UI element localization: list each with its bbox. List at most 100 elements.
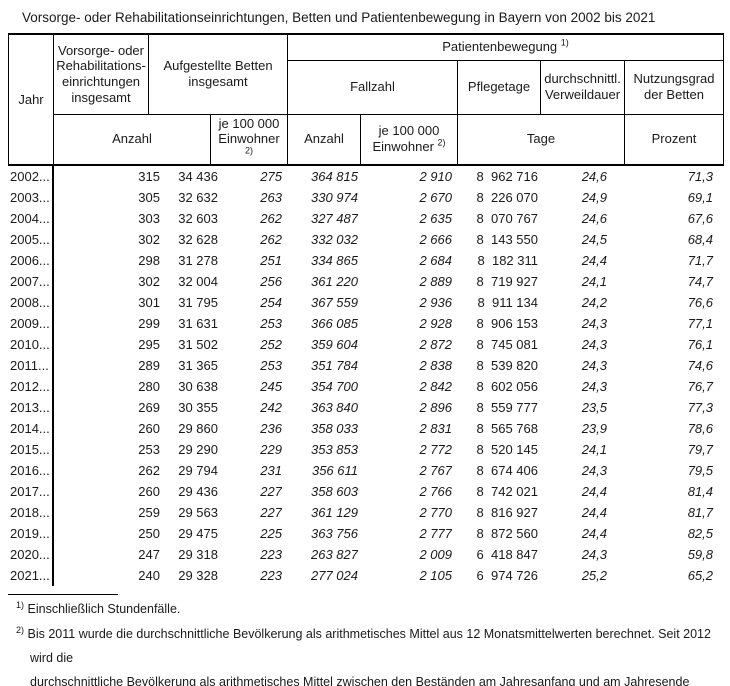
durchschnittliche-verweildauer: 25,2: [581, 568, 607, 584]
fallzahl-je-100000-einwohner: 2 770: [419, 505, 452, 521]
nutzungsgrad-der-betten: 78,6: [687, 421, 713, 437]
pflegetage: 8 742 021: [476, 484, 538, 500]
table-row: 2016... 262 29 794 231 356 611 2 767 8 674 406…: [8, 460, 723, 482]
einrichtungen-anzahl: 240: [138, 568, 160, 584]
nutzungsgrad-der-betten: 76,1: [687, 337, 713, 353]
nutzungsgrad-der-betten: 74,7: [687, 274, 713, 290]
fallzahl-je-100000-einwohner: 2 766: [419, 484, 452, 500]
jahr: 2009...: [8, 313, 54, 335]
betten-je-100000-einwohner: 252: [260, 337, 282, 353]
fallzahl-je-100000-einwohner: 2 889: [419, 274, 452, 290]
durchschnittliche-verweildauer: 24,3: [581, 316, 607, 332]
durchschnittliche-verweildauer: 23,5: [581, 400, 607, 416]
fallzahl-anzahl: 353 853: [311, 442, 358, 458]
nutzungsgrad-der-betten: 82,5: [687, 526, 713, 542]
subheader-tage: Tage: [457, 113, 626, 166]
jahr: 2011...: [8, 355, 54, 377]
col-header-fallzahl: Fallzahl: [287, 59, 459, 115]
durchschnittliche-verweildauer: 24,9: [581, 190, 607, 206]
betten-anzahl: 32 632: [178, 190, 218, 206]
einrichtungen-anzahl: 302: [138, 274, 160, 290]
nutzungsgrad-der-betten: 81,7: [687, 505, 713, 521]
fallzahl-je-100000-einwohner: 2 936: [419, 295, 452, 311]
betten-anzahl: 31 502: [178, 337, 218, 353]
footnote-separator: [8, 594, 118, 596]
betten-je-100000-einwohner: 227: [260, 484, 282, 500]
betten-anzahl: 29 475: [178, 526, 218, 542]
einrichtungen-anzahl: 303: [138, 211, 160, 227]
pflegetage: 8 182 311: [477, 253, 538, 269]
betten-je-100000-einwohner: 253: [260, 316, 282, 332]
fallzahl-je-100000-einwohner: 2 777: [419, 526, 452, 542]
betten-anzahl: 30 638: [178, 379, 218, 395]
jahr: 2019...: [8, 523, 54, 545]
fallzahl-anzahl: 356 611: [311, 463, 358, 479]
jahr: 2021...: [8, 565, 54, 587]
fallzahl-anzahl: 367 559: [311, 295, 358, 311]
col-header-jahr: Jahr: [8, 33, 54, 166]
durchschnittliche-verweildauer: 24,3: [581, 379, 607, 395]
subheader-anzahl-einrichtungen-betten: Anzahl: [53, 113, 211, 166]
betten-je-100000-einwohner: 275: [260, 169, 282, 185]
durchschnittliche-verweildauer: 24,1: [581, 274, 607, 290]
jahr: 2016...: [8, 460, 54, 482]
betten-anzahl: 29 318: [178, 547, 218, 563]
betten-anzahl: 31 278: [178, 253, 218, 269]
betten-je-100000-einwohner: 225: [260, 526, 282, 542]
pflegetage: 8 872 560: [476, 526, 538, 542]
durchschnittliche-verweildauer: 24,6: [581, 169, 607, 185]
betten-anzahl: 29 328: [178, 568, 218, 584]
jahr: 2007...: [8, 271, 54, 293]
table-row: 2004... 303 32 603 262 327 487 2 635 8 070 767…: [8, 208, 723, 230]
table-row: 2011... 289 31 365 253 351 784 2 838 8 539 820…: [8, 355, 723, 377]
nutzungsgrad-der-betten: 77,3: [687, 400, 713, 416]
einrichtungen-anzahl: 298: [138, 253, 160, 269]
jahr: 2004...: [8, 208, 54, 230]
fallzahl-anzahl: 358 603: [311, 484, 358, 500]
jahr: 2003...: [8, 187, 54, 209]
fallzahl-je-100000-einwohner: 2 666: [419, 232, 452, 248]
nutzungsgrad-der-betten: 59,8: [687, 547, 713, 563]
je-100000-line2: Einwohner: [218, 131, 280, 147]
betten-je-100000-einwohner: 223: [260, 568, 282, 584]
betten-anzahl: 32 628: [178, 232, 218, 248]
nutzungsgrad-der-betten: 76,6: [687, 295, 713, 311]
je-100000-line1: je 100 000: [218, 115, 280, 131]
durchschnittliche-verweildauer: 24,3: [581, 337, 607, 353]
table-row: 2009... 299 31 631 253 366 085 2 928 8 906 153…: [8, 313, 723, 335]
col-header-patientenbewegung: Patientenbewegung 1): [287, 33, 725, 61]
betten-je-100000-einwohner: 253: [260, 358, 282, 374]
durchschnittliche-verweildauer: 24,3: [581, 463, 607, 479]
betten-je-100000-einwohner: 227: [260, 505, 282, 521]
durchschnittliche-verweildauer: 24,1: [581, 442, 607, 458]
betten-anzahl: 31 795: [178, 295, 218, 311]
einrichtungen-anzahl: 305: [138, 190, 160, 206]
pflegetage: 6 418 847: [476, 547, 538, 563]
table-row: 2010... 295 31 502 252 359 604 2 872 8 745 081…: [8, 334, 723, 356]
pflegetage: 8 143 550: [476, 232, 538, 248]
pflegetage: 8 911 134: [477, 295, 538, 311]
einrichtungen-anzahl: 262: [138, 463, 160, 479]
betten-je-100000-einwohner: 256: [260, 274, 282, 290]
fallzahl-je-100000-einwohner: 2 842: [419, 379, 452, 395]
footnote-1-marker: 1): [16, 599, 25, 610]
fallzahl-anzahl: 334 865: [311, 253, 358, 269]
betten-anzahl: 29 860: [178, 421, 218, 437]
betten-je-100000-einwohner: 231: [260, 463, 282, 479]
einrichtungen-anzahl: 302: [138, 232, 160, 248]
pflegetage: 8 745 081: [476, 337, 538, 353]
table-row: 2003... 305 32 632 263 330 974 2 670 8 226 070…: [8, 187, 723, 209]
col-header-betten: Aufgestellte Betten insgesamt: [147, 33, 289, 115]
fallzahl-anzahl: 351 784: [311, 358, 358, 374]
betten-anzahl: 30 355: [178, 400, 218, 416]
table-row: 2007... 302 32 004 256 361 220 2 889 8 719 927…: [8, 271, 723, 293]
betten-je-100000-einwohner: 263: [260, 190, 282, 206]
betten-anzahl: 29 794: [178, 463, 218, 479]
jahr: 2010...: [8, 334, 54, 356]
pflegetage: 6 974 726: [476, 568, 538, 584]
einrichtungen-anzahl: 259: [138, 505, 160, 521]
jahr: 2008...: [8, 292, 54, 314]
table-row: 2006... 298 31 278 251 334 865 2 684 8 182 311…: [8, 250, 723, 272]
betten-je-100000-einwohner: 254: [260, 295, 282, 311]
betten-je-100000-einwohner: 223: [260, 547, 282, 563]
